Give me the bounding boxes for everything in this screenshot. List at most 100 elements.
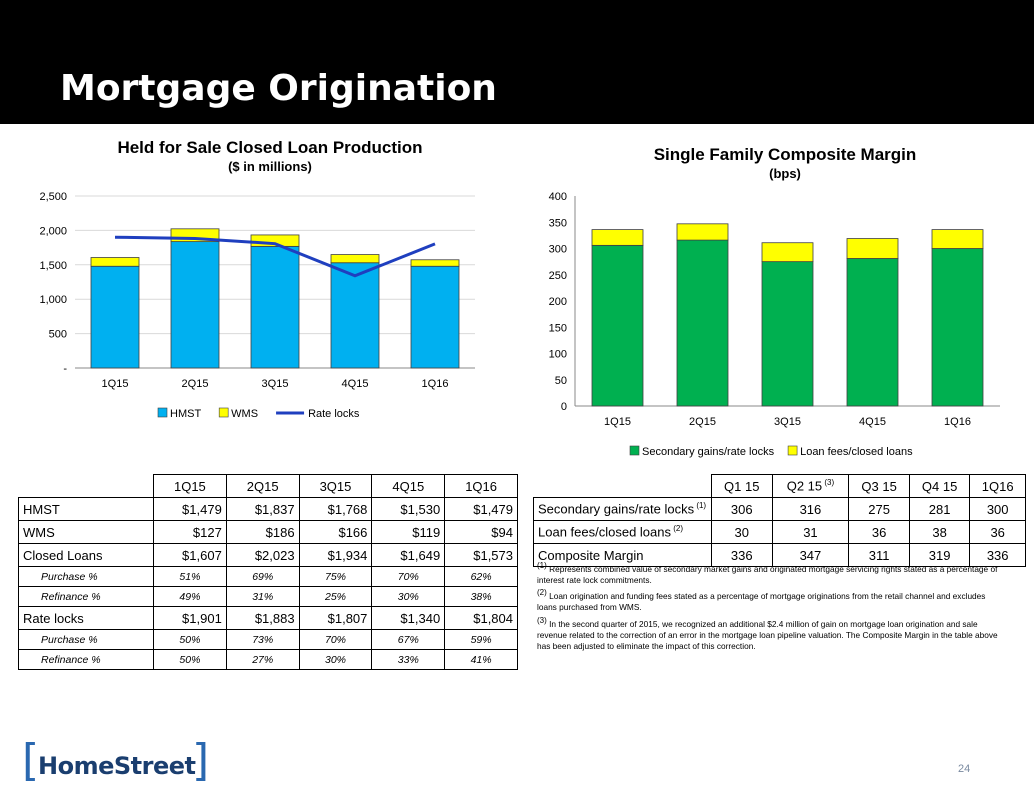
table-row: Rate locks $1,901 $1,883 $1,807 $1,340 $1,804 (18, 606, 518, 630)
right-chart-y-tick-label: 350 (549, 217, 567, 229)
table-cell: $1,649 (371, 543, 446, 567)
table-cell: 49% (153, 586, 227, 607)
closed-loan-table-header: 1Q15 2Q15 3Q15 4Q15 1Q16 (19, 474, 518, 498)
column-header: 1Q16 (444, 474, 518, 498)
table-cell: 306 (711, 497, 773, 521)
right-chart-y-tick-label: 100 (549, 349, 567, 361)
column-header: Q1 15 (711, 474, 773, 498)
right-chart-title: Single Family Composite Margin (653, 145, 917, 164)
table-row: Loan fees/closed loans (2) 30 31 36 38 36 (533, 520, 1026, 544)
column-header: 3Q15 (298, 474, 373, 498)
left-chart-bar-hmst-3q15 (250, 245, 300, 369)
table-cell: $1,479 (153, 497, 227, 521)
right-chart-x-tick-label: 1Q15 (604, 416, 631, 428)
table-cell: 25% (298, 586, 373, 607)
right-chart-y-tick-label: 50 (555, 375, 567, 387)
row-label: Secondary gains/rate locks (1) (533, 497, 712, 521)
left-chart-bar-wms-4q15 (330, 254, 380, 264)
page-number: 24 (958, 763, 971, 775)
row-footnote-marker: (1) (694, 501, 707, 511)
table-cell: 59% (444, 629, 518, 650)
table-cell: 38 (908, 520, 971, 544)
left-chart-legend-swatch-wms (218, 407, 229, 418)
table-cell: 62% (444, 566, 518, 587)
left-chart-legend-label-rate-locks: Rate locks (308, 408, 360, 420)
column-header: 1Q16 (969, 474, 1026, 498)
column-header: Q4 15 (908, 474, 971, 498)
right-chart-legend-label-secondary-gains-rate-locks: Secondary gains/rate locks (642, 446, 775, 458)
table-cell: 300 (969, 497, 1026, 521)
left-chart-bar-hmst-4q15 (330, 262, 380, 369)
table-cell: 75% (298, 566, 373, 587)
right-chart-legend-swatch-loan-fees-closed-loans (787, 445, 798, 456)
right-chart-bar-secondary-gains-rate-locks-1q15 (591, 244, 644, 407)
right-chart-x-tick-label: 4Q15 (859, 416, 886, 428)
footnote-2: (2) Loan origination and funding fees st… (537, 587, 1007, 613)
footnote-2-marker: (2) (537, 588, 547, 597)
right-chart-subtitle: (bps) (769, 166, 801, 181)
left-chart-subtitle: ($ in millions) (228, 159, 312, 174)
table-row: Purchase % 50% 73% 70% 67% 59% (18, 629, 518, 650)
table-cell: 316 (771, 497, 850, 521)
page-title: Mortgage Origination (60, 68, 497, 109)
table-cell: 50% (153, 629, 227, 650)
footnote-3-text: In the second quarter of 2015, we recogn… (537, 618, 998, 651)
row-label: WMS (18, 520, 154, 544)
table-cell: $1,768 (298, 497, 373, 521)
table-cell: $1,607 (153, 543, 227, 567)
table-cell: 30% (298, 649, 373, 670)
table-cell: $1,934 (298, 543, 373, 567)
left-chart-title-block: Held for Sale Closed Loan Production ($ … (60, 138, 480, 174)
right-chart-x-tick-label: 1Q16 (944, 416, 971, 428)
footnote-3-marker: (3) (537, 616, 547, 625)
left-chart-bar-hmst-1q16 (410, 265, 460, 369)
logo-bracket-right: ] (192, 735, 210, 786)
right-chart-bar-secondary-gains-rate-locks-4q15 (846, 258, 899, 407)
right-chart-bar-loan-fees-closed-loans-1q15 (591, 229, 644, 246)
table-cell: 319 (908, 543, 971, 567)
left-chart-legend-label-hmst: HMST (170, 408, 201, 420)
left-chart-x-tick-label: 4Q15 (342, 378, 369, 390)
right-chart-x-tick-label: 3Q15 (774, 416, 801, 428)
right-chart-bar-loan-fees-closed-loans-4q15 (846, 238, 899, 259)
right-chart-legend-swatch-secondary-gains-rate-locks (629, 445, 640, 456)
left-chart-legend-label-wms: WMS (231, 408, 258, 420)
table-cell: 50% (153, 649, 227, 670)
column-header: 4Q15 (371, 474, 446, 498)
left-chart-bar-wms-1q15 (90, 257, 140, 267)
right-chart-y-tick-label: 200 (549, 296, 567, 308)
table-cell: $1,573 (444, 543, 518, 567)
right-chart-y-tick-label: 250 (549, 270, 567, 282)
composite-margin-table: Q1 15 Q2 15 (3) Q3 15 Q4 15 1Q16 Secondary ga… (533, 474, 1026, 567)
table-cell: $1,901 (153, 606, 227, 630)
right-chart-y-tick-label: 300 (549, 244, 567, 256)
table-cell: 27% (225, 649, 300, 670)
left-chart-x-tick-label: 1Q16 (422, 378, 449, 390)
right-chart-y-tick-label: 400 (549, 191, 567, 203)
row-label: Refinance % (18, 649, 154, 670)
homestreet-logo: [ HomeStreet ] (22, 735, 212, 786)
header-footnote-marker: (3) (822, 478, 835, 488)
right-chart-title-block: Single Family Composite Margin (bps) (575, 145, 995, 181)
table-cell: $186 (225, 520, 300, 544)
left-chart-x-tick-label: 2Q15 (182, 378, 209, 390)
left-chart-y-tick-label: 2,500 (39, 191, 67, 203)
table-cell: 275 (848, 497, 910, 521)
table-row: HMST $1,479 $1,837 $1,768 $1,530 $1,479 (18, 497, 518, 521)
table-cell: 36 (848, 520, 910, 544)
table-cell: $1,340 (371, 606, 446, 630)
table-cell: $166 (298, 520, 373, 544)
table-row: Purchase % 51% 69% 75% 70% 62% (18, 566, 518, 587)
table-cell: 36 (969, 520, 1026, 544)
table-cell: 33% (371, 649, 446, 670)
left-chart-y-tick-label: - (63, 363, 67, 375)
title-bar: Mortgage Origination (0, 0, 1034, 124)
table-cell: 70% (298, 629, 373, 650)
left-chart-x-tick-label: 3Q15 (262, 378, 289, 390)
right-chart-x-tick-label: 2Q15 (689, 416, 716, 428)
table-cell: 73% (225, 629, 300, 650)
left-chart-x-tick-label: 1Q15 (102, 378, 129, 390)
table-cell: 67% (371, 629, 446, 650)
table-cell: 347 (771, 543, 850, 567)
right-chart-bar-loan-fees-closed-loans-1q16 (931, 229, 984, 249)
